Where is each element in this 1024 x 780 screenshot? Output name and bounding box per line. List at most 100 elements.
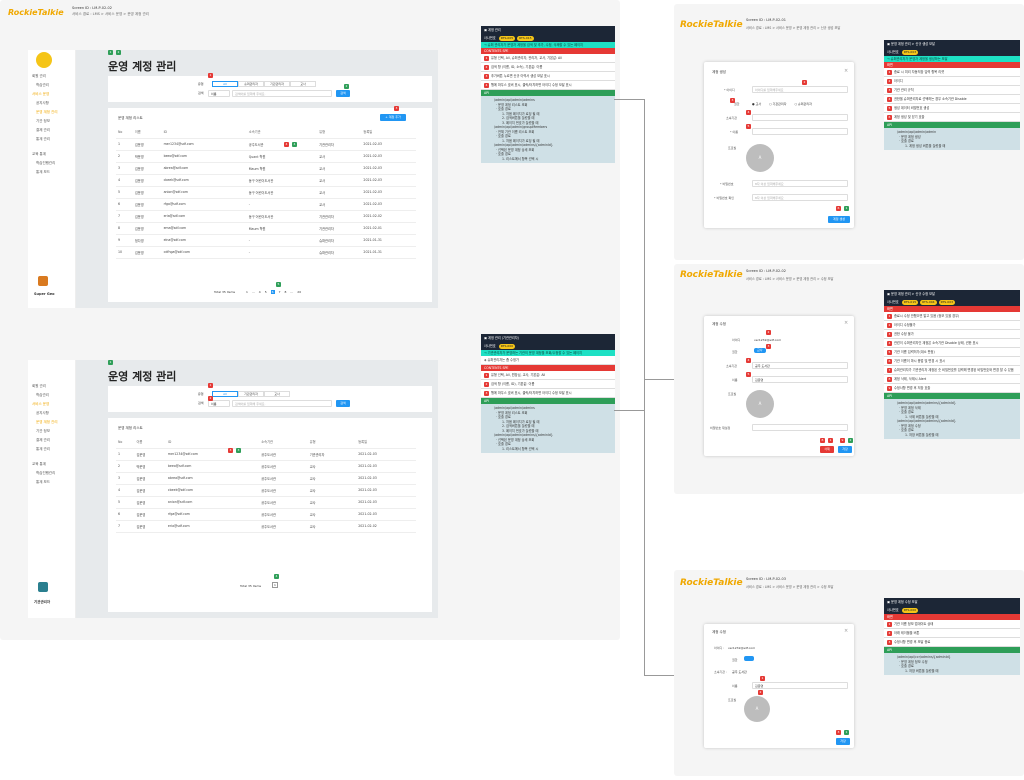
table-cell: 공주도서관	[259, 460, 308, 473]
page-link[interactable]: 1	[246, 290, 248, 294]
page-link[interactable]: 4	[258, 290, 261, 294]
item-number: 1	[887, 313, 892, 319]
table-cell: 슈퍼관리자	[317, 234, 362, 247]
api-line: · 운영 계정 리스트 조회	[496, 410, 528, 415]
spec-item: 2 아이디	[884, 77, 1020, 86]
profile-avatar[interactable]: A	[746, 144, 774, 172]
item-text: 아이디 수정불가	[894, 323, 916, 327]
page-link[interactable]: 6	[270, 290, 275, 294]
sidebar-item[interactable]: 결제 관리	[36, 128, 50, 132]
table-row[interactable]: 10 김운영 cdfhga@sdf.com - 슈퍼관리자 2021-01-31	[116, 246, 416, 259]
search-input[interactable]: 검색어를 입력해 주세요.	[232, 400, 332, 407]
filter-type-option[interactable]: 교사	[290, 81, 316, 87]
org-select[interactable]: 공주 도서관	[752, 362, 848, 369]
api-line: /admin/api/admin/admin	[897, 130, 937, 134]
sidebar-item[interactable]: 교육 통계	[32, 152, 46, 156]
org-select[interactable]	[752, 114, 848, 121]
password-input[interactable]: 8자 이상 입력해주세요	[752, 180, 848, 187]
table-row[interactable]: 1 김운영 mer1234@sdf.com 공주도서관 기관관리자 2021-02-03	[116, 138, 416, 151]
table-row[interactable]: 2 박운영 beeo@sdf.com Quant 학원 교사 2021-02-03	[116, 150, 416, 163]
screen-id: Screen ID : LM-P-02-03	[746, 577, 786, 581]
table-row[interactable]: 3 김운영 abrea@sdf.com Maum 학원 교사 2021-02-03	[116, 162, 416, 175]
table-row[interactable]: 6 김운영 rfga@sdf.com 공주도서관 교사 2021-02-03	[116, 508, 416, 521]
sidebar-item[interactable]: 통계 관리	[36, 137, 50, 141]
add-account-button[interactable]: + 계정 추가	[380, 114, 406, 121]
profile-avatar[interactable]: A	[744, 696, 770, 722]
filter-type-option[interactable]: All	[212, 81, 238, 87]
sidebar-item[interactable]: 서비스 운영	[32, 92, 50, 96]
save-button[interactable]: 저장	[836, 738, 850, 745]
create-button[interactable]: 계정 생성	[828, 216, 850, 223]
table-row[interactable]: 6 김운영 rfga@sdf.com - 교사 2021-02-03	[116, 198, 416, 211]
table-row[interactable]: 5 김운영 anion@sdf.com 공주도서관 교사 2021-02-03	[116, 496, 416, 509]
role-radio[interactable]: ● 교사	[752, 102, 762, 106]
filter-type-option[interactable]: 기관관리자	[264, 81, 290, 87]
search-select[interactable]: 이름	[208, 90, 230, 97]
table-row[interactable]: 4 김운영 cbeek@sdf.com 동구 어린이도서관 교사 2021-02-03	[116, 174, 416, 187]
sidebar-item[interactable]: 학습관리	[36, 393, 49, 397]
name-input[interactable]: 김운영	[752, 682, 848, 689]
sidebar-item[interactable]: 회원 관리	[32, 384, 46, 388]
page-link[interactable]: ...	[290, 290, 294, 294]
role-radio[interactable]: ○ 기관관리자	[769, 102, 787, 106]
app-logo: RockieTalkie	[680, 578, 743, 588]
filter-type-option[interactable]: All	[212, 391, 238, 397]
filter-type-option[interactable]: 기관관리자	[238, 391, 264, 397]
sidebar-item[interactable]: 학습진행관리	[36, 471, 56, 475]
page-link[interactable]: 7	[278, 290, 281, 294]
profile-avatar[interactable]: A	[746, 390, 774, 418]
page-1[interactable]: 1	[272, 582, 278, 588]
filter-type-option[interactable]: 슈퍼관리자	[238, 81, 264, 87]
page-link[interactable]: 8	[284, 290, 287, 294]
sidebar-item[interactable]: 운영 계정 관리	[36, 420, 58, 424]
delete-button[interactable]: 삭제	[820, 446, 834, 453]
close-icon[interactable]: ×	[844, 628, 849, 634]
search-button[interactable]: 검색	[336, 400, 350, 407]
sidebar-item[interactable]: 회원 관리	[32, 74, 46, 78]
table-row[interactable]: 8 김운영 ema@sdf.com Maum 학원 기관관리자 2021-02-01	[116, 222, 416, 235]
table-cell: 교사	[307, 520, 357, 533]
sidebar-item[interactable]: 결제 관리	[36, 438, 50, 442]
sidebar-item[interactable]: 기관 정보	[36, 429, 50, 433]
filter-type-option[interactable]: 교사	[264, 391, 290, 397]
table-row[interactable]: 4 김운영 cbeek@sdf.com 공주도서관 교사 2021-02-03	[116, 484, 416, 497]
pagination[interactable]: 1... 4 5 6 7 8... 20	[246, 290, 301, 294]
role-radio[interactable]: ○ 슈퍼관리자	[794, 102, 812, 106]
sidebar-item[interactable]: 서비스 운영	[32, 402, 50, 406]
name-input[interactable]: 김운영	[752, 376, 848, 383]
table-row[interactable]: 3 김운영 abrea@sdf.com 공주도서관 교사 2021-02-03	[116, 472, 416, 485]
sidebar-item[interactable]: 학습진행관리	[36, 161, 56, 165]
sidebar-item[interactable]: 공지사항	[36, 101, 49, 105]
search-select[interactable]: 이름	[208, 400, 230, 407]
password-confirm-input[interactable]: 8자 이상 입력해주세요	[752, 194, 848, 201]
id-input[interactable]: 아이디를 입력해주세요	[752, 86, 848, 93]
sidebar-item[interactable]: 학습관리	[36, 83, 49, 87]
name-input[interactable]	[752, 128, 848, 135]
sidebar-item[interactable]: 통계 관리	[36, 447, 50, 451]
table-row[interactable]: 7 김운영 eria@sdf.com 공주도서관 교사 2021-02-02	[116, 520, 416, 533]
item-text: 유형 선택, All, 원장님, 교사, 기본값: All	[491, 373, 546, 377]
search-input[interactable]: 검색어를 입력해 주세요.	[232, 90, 332, 97]
item-text: 수정사항 변경 후 모달 종료	[894, 640, 931, 644]
sidebar-item[interactable]: 공지사항	[36, 411, 49, 415]
sidebar-item[interactable]: 통계 보드	[36, 170, 50, 174]
sidebar-item[interactable]: 교육 통계	[32, 462, 46, 466]
table-row[interactable]: 7 김운영 eria@sdf.com 동구 어린이도서관 기관관리자 2021-02-02	[116, 210, 416, 223]
close-icon[interactable]: ×	[844, 320, 849, 326]
close-icon[interactable]: ×	[844, 68, 849, 74]
item-number: 9	[887, 385, 892, 391]
password-input[interactable]	[752, 424, 848, 431]
sidebar-item[interactable]: 기관 정보	[36, 119, 50, 123]
page-link[interactable]: 20	[297, 290, 302, 294]
table-row[interactable]: 9 정다영 elna@sdf.com - 슈퍼관리자 2021-01-31	[116, 234, 416, 247]
page-link[interactable]: 5	[264, 290, 267, 294]
table-row[interactable]: 1 김운영 mer1234@sdf.com 공주도서관 기관관리자 2021-02-03	[116, 448, 416, 461]
sidebar-item[interactable]: 운영 계정 관리	[36, 110, 58, 114]
table-row[interactable]: 5 김운영 anion@sdf.com 동구 어린이도서관 교사 2021-02-03	[116, 186, 416, 199]
marker: 3	[394, 106, 399, 111]
sidebar-item[interactable]: 통계 보드	[36, 480, 50, 484]
page-link[interactable]: ...	[251, 290, 255, 294]
save-button[interactable]: 저장	[838, 446, 852, 453]
table-row[interactable]: 2 박운영 beeo@sdf.com 공주도서관 교사 2021-02-03	[116, 460, 416, 473]
search-button[interactable]: 검색	[336, 90, 350, 97]
